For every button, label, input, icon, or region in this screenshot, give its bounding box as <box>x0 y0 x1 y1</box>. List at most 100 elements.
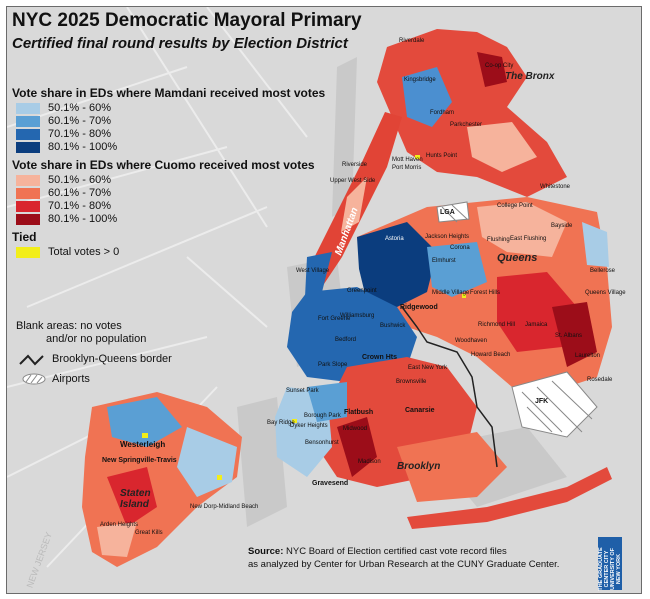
neighborhood-label: Corona <box>450 245 470 251</box>
legend-label: Total votes > 0 <box>48 246 120 258</box>
map-title: NYC 2025 Democratic Mayoral Primary <box>12 10 362 31</box>
legend-item: 70.1% - 80% <box>16 200 111 212</box>
brooklyn-blue-mid <box>307 382 347 422</box>
si-blue-north <box>107 397 182 447</box>
neighborhood-label: Hunts Point <box>426 153 458 159</box>
neighborhood-label: Crown Hts <box>362 354 397 361</box>
neighborhood-label: Flushing <box>487 237 510 243</box>
legend-label: 50.1% - 60% <box>48 102 111 114</box>
source-line2: as analyzed by Center for Urban Research… <box>248 559 560 570</box>
legend-swatch <box>16 102 40 114</box>
neighborhood-label: Williamsburg <box>340 313 375 319</box>
neighborhood-label: Bushwick <box>380 323 406 329</box>
legend-label: 70.1% - 80% <box>48 128 111 140</box>
legend-item: 80.1% - 100% <box>16 141 117 153</box>
neighborhood-label: Middle Village <box>432 290 470 296</box>
legend-cuomo-heading: Vote share in EDs where Cuomo received m… <box>12 158 315 172</box>
neighborhood-label: Park Slope <box>318 362 348 368</box>
neighborhood-label: Great Kills <box>135 530 163 536</box>
brooklyn-area <box>287 287 417 382</box>
neighborhood-label: Riverdale <box>399 38 425 44</box>
neighborhood-label: Astoria <box>385 236 404 242</box>
neighborhood-label: Howard Beach <box>471 352 511 358</box>
neighborhood-label: Upper West Side <box>330 178 376 184</box>
legend-swatch <box>16 213 40 225</box>
queens-dark <box>552 302 597 367</box>
brooklyn-coast <box>397 432 507 502</box>
manhattan-light <box>341 177 367 232</box>
neighborhood-label: Borough Park <box>304 413 341 419</box>
neighborhood-label: Laurelton <box>575 353 601 359</box>
airport-legend-swatch <box>22 373 46 385</box>
neighborhood-label: JFK <box>535 398 549 405</box>
neighborhood-label: New Springville-Travis <box>102 457 177 464</box>
map-subtitle: Certified final round results by Electio… <box>12 35 348 52</box>
neighborhood-label: East Flushing <box>510 236 547 242</box>
neighborhood-label: Arden Heights <box>100 522 139 528</box>
neighborhood-label: Port Morris <box>392 165 422 171</box>
queens-pale <box>582 222 609 267</box>
neighborhood-label: Bay Ridge <box>267 420 295 426</box>
neighborhood-label: Whitestone <box>540 184 571 190</box>
neighborhood-label: Kingsbridge <box>404 77 436 83</box>
neighborhood-label: Bensonhurst <box>305 440 339 446</box>
border-legend-label: Brooklyn-Queens border <box>52 353 172 365</box>
neighborhood-label: Sunset Park <box>286 388 319 394</box>
legend-swatch <box>16 128 40 140</box>
legend-item: 60.1% - 70% <box>16 115 111 127</box>
si-red <box>107 467 157 527</box>
legend-item: 80.1% - 100% <box>16 213 117 225</box>
neighborhood-label: New Dorp-Midland Beach <box>190 504 259 510</box>
staten-island-label: Staten Island <box>120 488 151 510</box>
source-note: Source: NYC Board of Election certified … <box>248 545 559 571</box>
neighborhood-label: Ridgewood <box>400 304 438 311</box>
neighborhood-label: Gravesend <box>312 480 349 487</box>
legend-item: 60.1% - 70% <box>16 187 111 199</box>
legend-item: 70.1% - 80% <box>16 128 111 140</box>
legend-item: 50.1% - 60% <box>16 174 111 186</box>
neighborhood-label: Parkchester <box>450 122 483 128</box>
blank-note-line2: and/or no population <box>46 333 147 345</box>
queens-blue-west <box>357 222 437 307</box>
neighborhood-label: LGA <box>440 209 455 216</box>
legend-swatch <box>16 200 40 212</box>
neighborhood-label: East New York <box>408 365 448 371</box>
neighborhood-label: Mott Haven <box>392 157 423 163</box>
neighborhood-label: Jamaica <box>525 322 548 328</box>
rockaway <box>407 467 612 529</box>
neighborhood-label: Queens Village <box>585 290 626 296</box>
neighborhood-label: Bayside <box>551 223 573 229</box>
bronx-area <box>377 29 567 197</box>
legend-label: 70.1% - 80% <box>48 200 111 212</box>
tied-spots <box>142 155 466 480</box>
legend-item: 50.1% - 60% <box>16 102 111 114</box>
map-frame <box>6 6 642 594</box>
si-pale <box>97 522 137 557</box>
legend-item: Total votes > 0 <box>16 246 119 258</box>
neighborhood-label: Bedford <box>335 337 357 343</box>
manhattan-blue <box>305 252 332 297</box>
cuny-logo-text: THE GRADUATE CENTER CITY UNIVERSITY OF N… <box>598 547 622 591</box>
neighborhood-label: Jackson Heights <box>425 234 470 240</box>
neighborhood-label: Riverside <box>342 162 368 168</box>
neighborhood-label: Richmond Hill <box>478 322 516 328</box>
neighborhood-label: Canarsie <box>405 407 435 414</box>
neighborhood-label: St. Albans <box>555 333 583 339</box>
legend-mamdani-heading: Vote share in EDs where Mamdani received… <box>12 86 326 100</box>
neighborhood-label: Dyker Heights <box>290 423 328 429</box>
legend-swatch <box>16 187 40 199</box>
neighborhood-label: West Village <box>296 268 330 274</box>
airport-hatching <box>436 201 598 438</box>
legend-swatch <box>16 246 40 258</box>
queens-label: Queens <box>497 252 538 264</box>
brooklyn-dark <box>337 417 377 477</box>
neighborhood-label: Fordham <box>430 110 455 116</box>
bronx-blue <box>402 67 452 127</box>
brooklyn-queens-border <box>401 306 498 468</box>
neighborhood-label: Woodhaven <box>455 338 487 344</box>
neighborhood-label: Flatbush <box>344 409 374 416</box>
legend-label: 80.1% - 100% <box>48 141 118 153</box>
legend-swatch <box>16 174 40 186</box>
source-line1: NYC Board of Election certified cast vot… <box>286 546 507 557</box>
nyc-ed-map <box>7 7 612 568</box>
